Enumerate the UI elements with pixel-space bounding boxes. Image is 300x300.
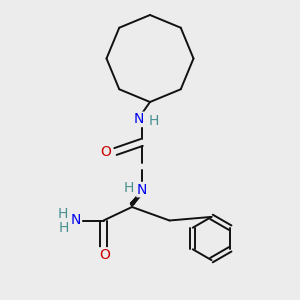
Text: H: H <box>58 221 69 235</box>
Text: H: H <box>149 114 159 128</box>
Text: N: N <box>71 213 81 227</box>
Text: N: N <box>137 183 147 196</box>
Text: N: N <box>134 112 144 126</box>
Text: H: H <box>123 181 134 195</box>
Text: H: H <box>57 207 68 221</box>
Text: O: O <box>100 248 110 262</box>
Text: O: O <box>100 145 111 158</box>
